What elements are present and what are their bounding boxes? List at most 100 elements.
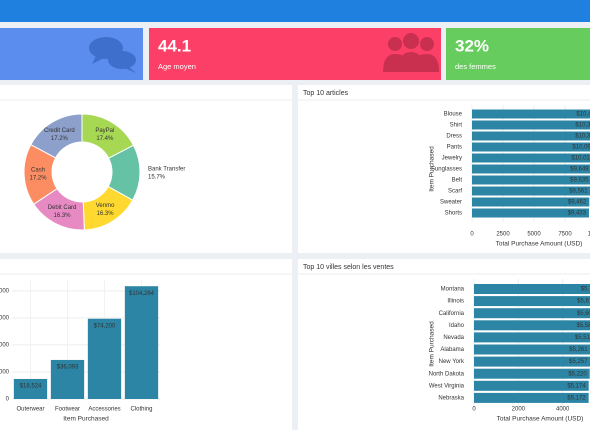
bar-label: $36,093: [57, 365, 79, 371]
bar: [474, 356, 590, 367]
y-tick-label: Shorts: [445, 211, 462, 217]
chat-icon: [89, 37, 136, 73]
slice-label: Debit Card: [48, 205, 77, 211]
y-tick-label: New York: [439, 359, 465, 365]
donut-slice: [30, 113, 83, 159]
bar: [472, 208, 589, 218]
kpi-label: des femmes: [455, 62, 496, 71]
y-tick-label: Sunglasses: [431, 167, 462, 173]
bar: [472, 131, 590, 141]
y-tick-label: Sweater: [440, 200, 462, 206]
x-tick-label: 4000: [556, 407, 570, 413]
bar: [87, 318, 122, 399]
x-tick-label: Clothing: [130, 407, 152, 413]
y-tick-label: North Dakota: [429, 371, 465, 377]
bar: [50, 359, 85, 399]
y-tick-label: Blouse: [444, 112, 463, 118]
slice-label: Cash: [31, 168, 45, 174]
bar: [474, 320, 590, 331]
bar-label: $5,220: [568, 371, 587, 377]
y-tick-label: Nevada: [443, 335, 464, 341]
bar-label: $5,784: [581, 287, 590, 293]
y-axis-title: Item Purchased: [429, 321, 436, 367]
y-tick-label: Pants: [447, 145, 462, 151]
x-tick-label: 5000: [527, 232, 541, 238]
x-tick-label: 0: [470, 232, 474, 238]
bar-label: $9,649: [570, 167, 589, 173]
slice-label: Credit Card: [44, 128, 75, 134]
panel-title: Top 10 articles: [303, 90, 349, 97]
slice-value: 17.4%: [96, 136, 114, 142]
slice-value: 17.2%: [51, 136, 69, 142]
bar-label: $5,257: [569, 359, 588, 365]
bar-label: $5,172: [567, 395, 586, 401]
x-tick-label: Accessories: [88, 407, 120, 413]
y-tick-label: Belt: [452, 178, 463, 184]
bar: [472, 142, 590, 152]
x-tick-label: 0: [472, 407, 476, 413]
bar: [474, 344, 590, 355]
y-tick-label: Montana: [441, 287, 465, 293]
y-tick-label: 50000: [0, 342, 10, 348]
y-tick-label: Scarf: [448, 189, 462, 195]
bar-label: $10,090: [572, 145, 590, 151]
bar: [472, 197, 590, 207]
x-axis-title: Total Purchase Amount (USD): [496, 241, 583, 248]
kpi-label: Age moyen: [158, 62, 196, 71]
bar: [472, 164, 590, 174]
slice-value: 16.3%: [54, 213, 72, 219]
bar: [474, 284, 590, 294]
bar-label: $10,332: [575, 123, 590, 129]
bar: [124, 286, 159, 399]
y-tick-label: 0: [6, 397, 10, 403]
bar-label: $10,410: [576, 112, 590, 118]
y-tick-label: Illinois: [447, 299, 464, 305]
x-axis-title: Total Purchase Amount (USD): [497, 416, 584, 423]
x-tick-label: 10000: [588, 232, 590, 238]
slice-value: 16.3%: [97, 211, 115, 217]
bar-label: $5,174: [567, 383, 586, 389]
bar-label: $9,635: [570, 178, 589, 184]
slice-value: 17.2%: [30, 176, 48, 182]
bar: [474, 296, 590, 307]
bar-label: $74,200: [94, 323, 116, 329]
y-tick-label: 100000: [0, 288, 10, 294]
bar-label: $10,010: [571, 156, 590, 162]
bar-label: $10,320: [575, 134, 590, 140]
top-bar: [0, 0, 590, 22]
kpi-value: 44.1: [158, 36, 191, 55]
bar-label: $9,433: [568, 211, 587, 217]
x-tick-label: 2500: [496, 232, 510, 238]
y-tick-label: California: [439, 311, 465, 317]
x-tick-label: Footwear: [55, 407, 80, 413]
bar: [474, 380, 589, 391]
x-tick-label: Outerwear: [16, 407, 44, 413]
bar-label: $5,605: [577, 311, 590, 317]
bar: [472, 120, 590, 130]
bar: [474, 392, 589, 403]
bar-label: $18,524: [20, 384, 42, 390]
y-tick-label: Jewelry: [442, 156, 462, 162]
y-tick-label: Alabama: [440, 347, 464, 353]
bar-label: $104,264: [129, 291, 155, 297]
bar: [474, 308, 590, 319]
bar-label: $5,514: [575, 335, 590, 341]
bar-label: $5,617: [577, 299, 590, 305]
x-axis-title: Item Purchased: [63, 416, 109, 423]
bar-label: $5,587: [576, 323, 590, 329]
y-tick-label: Idaho: [449, 323, 465, 329]
bar: [474, 332, 590, 343]
kpi-value: 32%: [455, 36, 489, 55]
y-tick-label: Shirt: [450, 123, 463, 129]
bar: [472, 175, 590, 185]
bar: [472, 186, 590, 196]
slice-label: PayPal: [95, 128, 114, 134]
users-icon: [383, 33, 439, 72]
bar-label: $9,462: [568, 200, 587, 206]
y-tick-label: 75000: [0, 315, 10, 321]
panel-title: Top 10 villes selon les ventes: [303, 264, 394, 271]
y-tick-label: West Virginia: [429, 383, 465, 389]
bar: [472, 109, 590, 119]
